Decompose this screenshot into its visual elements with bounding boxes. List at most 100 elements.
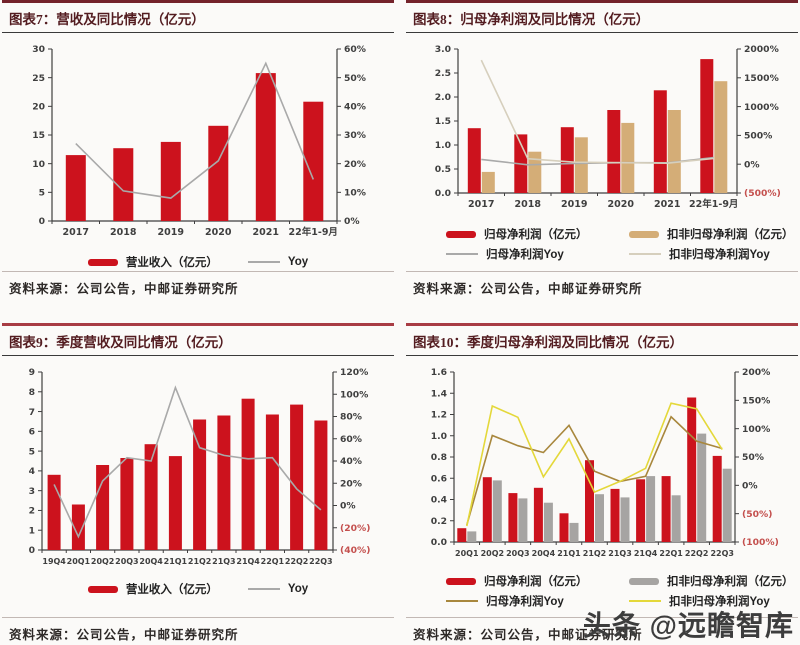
svg-text:100%: 100% — [742, 424, 770, 435]
legend-line-swatch — [247, 588, 280, 590]
svg-text:7: 7 — [29, 407, 35, 418]
svg-text:0%: 0% — [744, 159, 760, 170]
svg-text:60%: 60% — [340, 434, 362, 445]
legend-label: 归母净利润（亿元） — [484, 576, 588, 588]
figure-10-title: 图表10：季度归母净利润及同比情况（亿元） — [406, 326, 798, 356]
legend-label: 归母净利润Yoy — [486, 249, 564, 261]
svg-text:50%: 50% — [344, 73, 366, 84]
legend-label: 营业收入（亿元） — [125, 257, 218, 269]
svg-text:5: 5 — [39, 188, 45, 199]
svg-text:20%: 20% — [344, 159, 366, 170]
svg-text:(100%): (100%) — [742, 537, 779, 548]
svg-text:21Q2: 21Q2 — [188, 557, 212, 566]
legend-item: 营业收入（亿元） — [87, 581, 218, 597]
svg-text:50%: 50% — [742, 452, 764, 463]
legend-item: 归母净利润Yoy — [446, 246, 629, 262]
svg-text:1.6: 1.6 — [431, 367, 447, 378]
svg-text:40%: 40% — [340, 456, 362, 467]
svg-text:8: 8 — [29, 387, 35, 398]
legend-item: 归母净利润（亿元） — [446, 573, 629, 589]
svg-text:22年1-9月: 22年1-9月 — [289, 226, 338, 238]
figure-panel-8: 图表8：归母净利润及同比情况（亿元） 0.0 0.5 1.0 1.5 2.0 2.5 3.0… — [406, 0, 798, 323]
svg-text:0.5: 0.5 — [435, 164, 451, 175]
svg-text:20: 20 — [32, 102, 45, 113]
svg-text:4: 4 — [29, 466, 35, 477]
svg-text:0: 0 — [29, 545, 35, 556]
legend-bar-swatch — [87, 585, 118, 593]
svg-text:0%: 0% — [742, 481, 758, 492]
svg-text:0.0: 0.0 — [431, 537, 447, 548]
svg-text:0.2: 0.2 — [431, 516, 447, 527]
svg-text:2019: 2019 — [561, 199, 587, 210]
svg-text:1.0: 1.0 — [431, 431, 447, 442]
figure-8-legend: 归母净利润（亿元） 扣非归母净利润（亿元） 归母净利润Yoy 扣非归母净利润Yoy — [406, 226, 798, 262]
svg-text:2017: 2017 — [63, 227, 89, 238]
legend-line-swatch — [247, 261, 280, 263]
svg-text:21Q3: 21Q3 — [212, 557, 236, 566]
svg-text:22Q2: 22Q2 — [685, 549, 709, 558]
svg-text:0: 0 — [39, 216, 45, 227]
svg-text:1000%: 1000% — [744, 102, 779, 113]
svg-text:2017: 2017 — [468, 199, 494, 210]
svg-text:2020: 2020 — [205, 227, 232, 238]
svg-text:200%: 200% — [742, 367, 770, 378]
svg-text:0%: 0% — [344, 216, 360, 227]
svg-text:21Q3: 21Q3 — [608, 549, 632, 558]
svg-text:22Q1: 22Q1 — [659, 549, 683, 558]
figure-panel-7: 图表7：营收及同比情况（亿元） 0 5 10 15 20 25 30 0% 10% 20% 30% 4… — [2, 0, 394, 323]
svg-text:21Q2: 21Q2 — [583, 549, 607, 558]
legend-item: 归母净利润Yoy — [446, 593, 629, 609]
svg-text:60%: 60% — [344, 44, 366, 55]
svg-text:40%: 40% — [344, 102, 366, 113]
svg-text:10%: 10% — [344, 188, 366, 199]
legend-label: 归母净利润Yoy — [486, 596, 564, 608]
legend-item: 扣非归母净利润（亿元） — [629, 226, 798, 242]
svg-text:21Q1: 21Q1 — [164, 557, 188, 566]
svg-text:2018: 2018 — [515, 199, 542, 210]
legend-line-swatch — [629, 600, 662, 602]
svg-text:3: 3 — [29, 486, 35, 497]
svg-text:20Q4: 20Q4 — [139, 557, 163, 566]
svg-text:20Q3: 20Q3 — [115, 557, 139, 566]
legend-label: Yoy — [287, 583, 309, 595]
svg-text:19Q4: 19Q4 — [42, 557, 66, 566]
svg-text:150%: 150% — [742, 396, 770, 407]
revenue-yoy-quarterly-chart: 0 1 2 3 4 5 6 7 8 9 (40%) (20%) 0% 20% 40% 60% 80% 100% 12… — [29, 367, 371, 566]
svg-text:(20%): (20%) — [340, 523, 370, 534]
svg-text:(50%): (50%) — [742, 509, 772, 520]
legend-label: Yoy — [287, 256, 309, 268]
svg-text:20Q2: 20Q2 — [481, 549, 505, 558]
svg-text:0.4: 0.4 — [431, 495, 447, 506]
svg-text:2: 2 — [29, 506, 35, 517]
legend-item: 归母净利润（亿元） — [446, 226, 629, 242]
svg-text:2.0: 2.0 — [435, 92, 451, 103]
legend-line-swatch — [629, 253, 662, 255]
svg-text:2.5: 2.5 — [435, 68, 451, 79]
svg-text:2020: 2020 — [608, 199, 635, 210]
svg-text:1.2: 1.2 — [431, 410, 447, 421]
svg-text:25: 25 — [32, 73, 45, 84]
legend-item: 扣非归母净利润Yoy — [629, 593, 798, 609]
svg-text:22Q3: 22Q3 — [710, 549, 734, 558]
legend-item: 扣非归母净利润Yoy — [629, 246, 798, 262]
legend-label: 扣非归母净利润（亿元） — [667, 229, 794, 241]
svg-text:(500%): (500%) — [744, 188, 781, 199]
legend-label: 归母净利润（亿元） — [484, 229, 588, 241]
svg-text:3.0: 3.0 — [435, 44, 451, 55]
svg-text:2021: 2021 — [253, 227, 279, 238]
figure-8-title: 图表8：归母净利润及同比情况（亿元） — [406, 3, 798, 33]
svg-text:30%: 30% — [344, 130, 366, 141]
figure-7-title: 图表7：营收及同比情况（亿元） — [2, 3, 394, 33]
figure-9-source: 资料来源：公司公告，中邮证券研究所 — [2, 617, 394, 643]
svg-text:5: 5 — [29, 446, 35, 457]
svg-text:120%: 120% — [340, 367, 368, 378]
net-profit-yoy-quarterly-chart: 0.0 0.2 0.4 0.6 0.8 1.0 1.2 1.4 1.6 (100%) (50%) 0%… — [431, 367, 779, 558]
svg-text:15: 15 — [32, 130, 45, 141]
figure-row-top: 图表7：营收及同比情况（亿元） 0 5 10 15 20 25 30 0% 10% 20% 30% 4… — [2, 0, 798, 323]
legend-bar-swatch — [446, 577, 476, 585]
svg-text:30: 30 — [32, 44, 45, 55]
svg-text:20Q4: 20Q4 — [532, 549, 556, 558]
svg-text:0.6: 0.6 — [431, 473, 447, 484]
svg-text:22Q1: 22Q1 — [261, 557, 285, 566]
